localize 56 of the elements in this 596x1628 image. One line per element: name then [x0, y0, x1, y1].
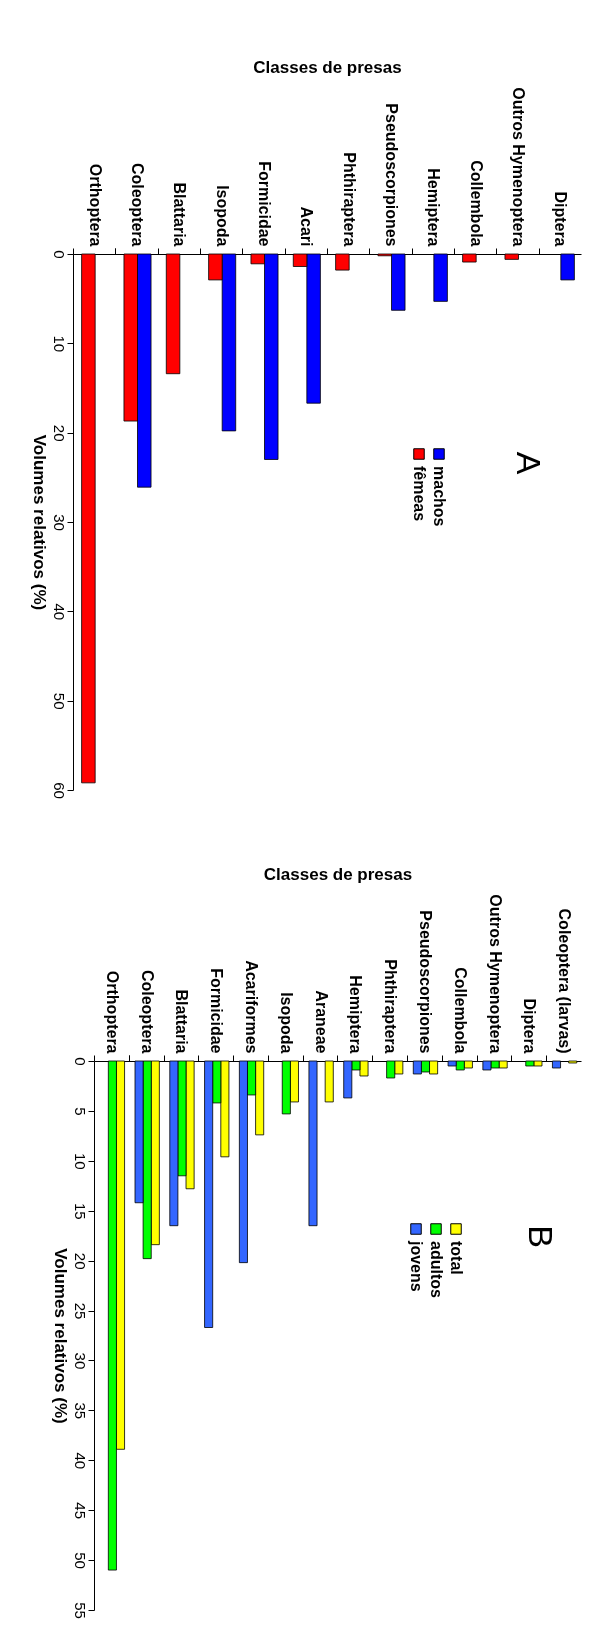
y-tick-label: 45	[71, 1502, 89, 1520]
x-tick-label: Phthiraptera	[340, 152, 358, 247]
x-tick-label: Pseudoscorpiones	[383, 103, 400, 247]
y-tick-label: 60	[50, 782, 68, 799]
x-tick-label: Coleoptera	[138, 969, 156, 1054]
x-tick-label: Collembola	[451, 967, 469, 1054]
x-tick-label: Outros Hymenoptera	[486, 894, 504, 1054]
y-tick-label: 35	[71, 1402, 89, 1420]
y-tick-label: 30	[71, 1352, 89, 1370]
y-tick-label: 55	[71, 1602, 89, 1619]
x-tick-label: Pseudoscorpiones	[416, 910, 434, 1054]
x-tick-label: Formicidae	[208, 968, 226, 1054]
y-tick-label: 10	[71, 1152, 89, 1170]
x-tick-label: Hemiptera	[347, 975, 365, 1054]
x-tick-label: Isopoda	[213, 185, 231, 247]
x-tick-label: Blattaria	[173, 989, 191, 1054]
x-tick-label: Orthoptera	[103, 970, 121, 1054]
y-tick-label: 10	[50, 335, 68, 353]
x-tick-label: Collembola	[467, 160, 485, 247]
y-tick-label: 0	[50, 250, 68, 259]
x-tick-label: Diptera	[521, 998, 539, 1054]
y-tick-label: 40	[71, 1452, 89, 1470]
x-tick-label: Acariformes	[243, 960, 261, 1054]
y-axis-title: Volumes relativos (%)	[50, 1248, 70, 1424]
y-tick-label: 50	[71, 1552, 89, 1569]
y-tick-label: 30	[50, 514, 68, 531]
x-tick-label: Acari	[298, 206, 316, 247]
x-tick-label: Outros Hymenoptera	[510, 87, 527, 247]
x-tick-label: Hemiptera	[425, 168, 443, 247]
x-tick-label: Isopoda	[277, 992, 295, 1054]
x-tick-label: Araneae	[312, 990, 330, 1054]
text: A	[510, 451, 548, 475]
legend-label: jovens	[408, 1240, 425, 1292]
y-tick-label: 5	[71, 1107, 89, 1116]
legend-label: adultos	[428, 1241, 445, 1298]
y-tick-label: 40	[50, 603, 68, 621]
x-tick-label: Coleoptera (larvas)	[556, 908, 574, 1054]
x-tick-label: Formicidae	[256, 161, 273, 247]
legend-label: machos	[431, 466, 448, 527]
x-tick-label: Coleoptera	[129, 162, 146, 247]
legend-label: fêmeas	[411, 466, 428, 522]
y-tick-label: 20	[50, 424, 68, 442]
legend-label: total	[448, 1241, 465, 1275]
y-tick-label: 15	[71, 1202, 89, 1220]
y-tick-label: 25	[71, 1302, 89, 1320]
x-axis-title: Classes de presas	[263, 865, 413, 885]
x-tick-label: Diptera	[552, 191, 570, 247]
y-tick-label: 20	[71, 1252, 89, 1270]
x-tick-label: Phthiraptera	[382, 959, 400, 1054]
x-axis-title: Classes de presas	[253, 58, 402, 78]
text: B	[522, 1225, 560, 1249]
x-tick-label: Blattaria	[171, 182, 189, 247]
y-tick-label: 0	[71, 1057, 89, 1066]
y-tick-label: 50	[50, 692, 68, 710]
y-axis-title: Volumes relativos (%)	[29, 434, 49, 611]
x-tick-label: Orthoptera	[86, 163, 104, 247]
